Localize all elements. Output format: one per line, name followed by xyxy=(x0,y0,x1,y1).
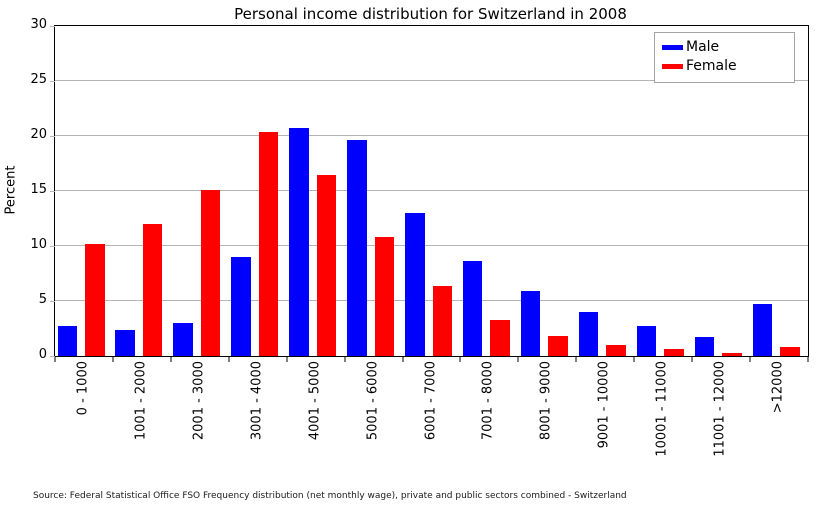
y-tick-label: 10 xyxy=(30,237,47,252)
bar-male xyxy=(289,128,309,356)
bar-male xyxy=(173,323,193,356)
x-tick-label: 5001 - 6000 xyxy=(365,361,381,441)
bar-male xyxy=(694,337,715,356)
y-tick-mark xyxy=(50,300,55,302)
bar-group xyxy=(55,26,113,356)
y-axis-tick-labels: 0 5 10 15 20 25 30 xyxy=(0,17,47,362)
y-tick-label: 5 xyxy=(38,292,47,307)
bar-female xyxy=(142,224,163,356)
bar-group xyxy=(229,26,287,356)
bar-female xyxy=(548,336,568,356)
bar-group xyxy=(345,26,403,356)
bar-group xyxy=(518,26,576,356)
x-tick-label: 0 - 1000 xyxy=(75,361,91,416)
x-tick-label: 10001 - 11000 xyxy=(654,361,670,457)
bar-female xyxy=(606,345,626,356)
bar-group xyxy=(171,26,229,356)
x-tick-mark xyxy=(402,357,404,362)
x-tick-mark xyxy=(517,357,519,362)
bar-female xyxy=(85,243,105,356)
x-tick-label: 11001 - 12000 xyxy=(712,361,728,457)
x-tick-label: 2001 - 3000 xyxy=(191,361,207,441)
x-tick-mark xyxy=(228,357,230,362)
y-tick-label: 25 xyxy=(30,72,47,87)
legend-swatch-female xyxy=(662,64,683,69)
x-tick-mark xyxy=(112,357,114,362)
y-tick-mark xyxy=(50,25,55,27)
x-tick-label: 4001 - 5000 xyxy=(307,361,323,441)
bar-male xyxy=(752,304,773,356)
bar-female xyxy=(722,352,742,356)
bar-group xyxy=(576,26,634,356)
x-tick-label: 1001 - 2000 xyxy=(133,361,149,441)
bar-group xyxy=(750,26,808,356)
x-tick-mark xyxy=(54,357,56,362)
y-tick-label: 30 xyxy=(30,17,47,32)
legend-item: Male xyxy=(662,38,794,57)
y-tick-label: 20 xyxy=(30,127,47,142)
bar-female xyxy=(374,237,395,356)
bar-female xyxy=(316,174,337,356)
y-tick-label: 0 xyxy=(38,347,47,362)
x-tick-label: 6001 - 7000 xyxy=(423,361,438,441)
x-axis-tick-labels: 0 - 1000 1001 - 2000 2001 - 3000 3001 - 400… xyxy=(54,361,807,466)
x-tick-label: 9001 - 10000 xyxy=(596,361,612,449)
x-tick-mark xyxy=(286,357,288,362)
bar-female xyxy=(200,189,221,356)
y-tick-mark xyxy=(50,355,55,357)
chart-title: Personal income distribution for Switzer… xyxy=(234,5,627,23)
x-tick-mark xyxy=(633,357,635,362)
legend-item: Female xyxy=(662,57,794,76)
bar-female xyxy=(664,349,684,356)
bar-female xyxy=(490,319,510,356)
bar-group xyxy=(692,26,750,356)
bar-male xyxy=(405,213,425,356)
x-tick-mark xyxy=(749,357,751,362)
bar-male xyxy=(462,261,483,356)
bar-group xyxy=(287,26,345,356)
x-tick-label: 8001 - 9000 xyxy=(538,361,554,441)
bars-layer xyxy=(55,26,808,356)
y-tick-mark xyxy=(50,245,55,247)
bar-male xyxy=(115,329,135,356)
x-tick-mark xyxy=(459,357,461,362)
gridline xyxy=(55,245,808,246)
bar-male xyxy=(520,291,541,356)
legend-label: Male xyxy=(686,39,720,55)
legend-label: Female xyxy=(686,58,737,74)
plot-area: Male Female xyxy=(50,25,809,362)
x-tick-mark xyxy=(344,357,346,362)
gridline xyxy=(55,135,808,136)
bar-group xyxy=(634,26,692,356)
bar-female xyxy=(780,347,800,356)
x-tick-label: >12000 xyxy=(770,361,786,414)
bar-male xyxy=(578,312,599,356)
legend-swatch-male xyxy=(662,45,683,50)
bar-group xyxy=(403,26,461,356)
x-tick-mark xyxy=(691,357,693,362)
gridline xyxy=(55,190,808,191)
x-tick-mark xyxy=(807,357,809,362)
legend: Male Female xyxy=(654,32,795,83)
y-tick-label: 15 xyxy=(30,182,47,197)
source-note: Source: Federal Statistical Office FSO F… xyxy=(33,491,627,501)
gridline xyxy=(55,300,808,301)
bar-group xyxy=(460,26,518,356)
bar-female xyxy=(258,131,279,356)
bar-female xyxy=(432,285,453,356)
y-tick-mark xyxy=(50,190,55,192)
bar-male xyxy=(231,257,251,356)
bar-male xyxy=(636,326,657,356)
y-tick-mark xyxy=(50,80,55,82)
x-tick-mark xyxy=(575,357,577,362)
x-tick-label: 3001 - 4000 xyxy=(249,361,265,441)
gridline xyxy=(55,80,808,81)
bar-group xyxy=(113,26,171,356)
bar-male xyxy=(347,140,367,356)
y-tick-mark xyxy=(50,135,55,137)
x-tick-label: 7001 - 8000 xyxy=(480,361,496,441)
x-tick-mark xyxy=(170,357,172,362)
bar-male xyxy=(57,326,77,356)
